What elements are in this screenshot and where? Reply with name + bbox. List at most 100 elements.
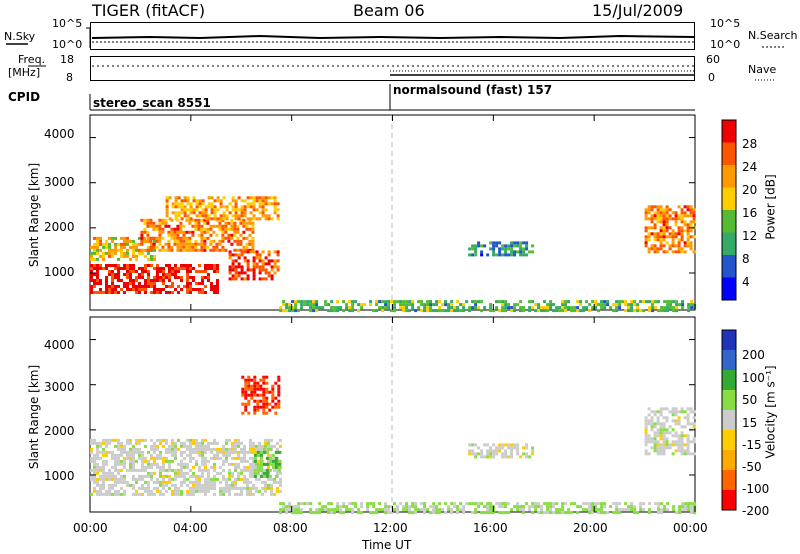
velocity-cell bbox=[186, 492, 189, 496]
velocity-cell bbox=[456, 508, 460, 512]
power-cell bbox=[176, 227, 180, 231]
velocity-cell bbox=[366, 508, 370, 512]
power-cell bbox=[276, 250, 280, 254]
power-cell bbox=[405, 303, 409, 307]
power-cell bbox=[191, 248, 195, 252]
velocity-cell bbox=[435, 508, 439, 512]
power-cell bbox=[252, 217, 256, 221]
power-cell bbox=[498, 250, 502, 254]
power-cell bbox=[146, 218, 150, 222]
velocity-cell bbox=[99, 483, 102, 487]
power-cell bbox=[161, 245, 165, 249]
velocity-cell bbox=[396, 511, 400, 515]
velocity-cell bbox=[144, 474, 147, 478]
velocity-cell bbox=[120, 447, 123, 451]
velocity-cell bbox=[240, 471, 243, 475]
velocity-cell bbox=[180, 468, 183, 472]
velocity-cell bbox=[387, 505, 391, 509]
power-cell bbox=[315, 303, 319, 307]
velocity-cell bbox=[186, 462, 189, 466]
velocity-cell bbox=[114, 468, 117, 472]
velocity-cell bbox=[174, 456, 177, 460]
power-cell bbox=[228, 253, 232, 257]
velocity-cell bbox=[150, 471, 153, 475]
velocity-cell bbox=[656, 434, 660, 438]
velocity-cell bbox=[114, 438, 117, 442]
power-cell bbox=[531, 244, 535, 248]
velocity-cell bbox=[96, 468, 99, 472]
power-cell bbox=[654, 306, 658, 310]
velocity-cell bbox=[234, 483, 237, 487]
power-cell bbox=[555, 306, 559, 310]
velocity-cell bbox=[141, 453, 144, 457]
velocity-cell bbox=[250, 384, 254, 388]
velocity-cell bbox=[204, 459, 207, 463]
velocity-cell bbox=[555, 508, 559, 512]
power-cell bbox=[222, 214, 226, 218]
velocity-cell bbox=[174, 453, 177, 457]
power-cell bbox=[216, 270, 219, 273]
power-cell bbox=[111, 270, 114, 273]
velocity-cell bbox=[189, 453, 192, 457]
velocity-cell bbox=[354, 502, 358, 506]
velocity-cell bbox=[405, 508, 409, 512]
power-cell bbox=[146, 239, 150, 243]
velocity-cell bbox=[102, 468, 105, 472]
velocity-cell bbox=[495, 452, 499, 456]
power-cell bbox=[273, 205, 277, 209]
power-cell bbox=[264, 214, 268, 218]
velocity-cell bbox=[665, 431, 669, 435]
power-cell bbox=[333, 306, 337, 310]
velocity-cell bbox=[662, 431, 666, 435]
velocity-cell bbox=[660, 508, 664, 512]
velocity-cell bbox=[339, 508, 343, 512]
velocity-cell bbox=[183, 450, 186, 454]
velocity-cell bbox=[201, 483, 204, 487]
power-cell bbox=[258, 205, 262, 209]
power-cell bbox=[212, 245, 216, 249]
velocity-cell bbox=[659, 431, 663, 435]
power-cell bbox=[158, 221, 162, 225]
velocity-cell bbox=[96, 477, 99, 481]
velocity-cell bbox=[247, 399, 251, 403]
power-cell bbox=[651, 303, 655, 307]
velocity-cell bbox=[519, 455, 523, 459]
velocity-cell bbox=[259, 450, 263, 454]
power-cell bbox=[248, 227, 252, 231]
velocity-cell bbox=[262, 471, 266, 475]
power-cell bbox=[138, 242, 141, 246]
velocity-cell bbox=[644, 452, 648, 456]
velocity-cell bbox=[644, 434, 648, 438]
velocity-cell bbox=[159, 453, 162, 457]
power-cell bbox=[671, 250, 675, 254]
power-cell bbox=[213, 214, 217, 218]
velocity-cell bbox=[537, 511, 541, 515]
power-cell bbox=[477, 244, 481, 248]
power-cell bbox=[483, 306, 487, 310]
velocity-cell bbox=[644, 449, 648, 453]
power-cell bbox=[183, 208, 187, 212]
velocity-cell bbox=[240, 486, 243, 490]
velocity-cell bbox=[270, 444, 273, 448]
power-cell bbox=[105, 276, 108, 279]
velocity-cell bbox=[253, 384, 257, 388]
power-cell bbox=[537, 303, 541, 307]
power-cell bbox=[144, 270, 147, 273]
power-cell bbox=[672, 309, 676, 313]
power-cell bbox=[498, 253, 502, 257]
velocity-cell bbox=[277, 375, 281, 379]
velocity-cell bbox=[252, 447, 255, 451]
velocity-cell bbox=[671, 440, 675, 444]
power-cell bbox=[264, 202, 268, 206]
power-cell bbox=[189, 202, 193, 206]
power-cell bbox=[594, 300, 598, 304]
power-cell bbox=[216, 199, 220, 203]
velocity-cell bbox=[267, 459, 270, 463]
velocity-cell bbox=[171, 438, 174, 442]
velocity-cell bbox=[253, 399, 257, 403]
power-cell bbox=[480, 244, 484, 248]
power-cell bbox=[576, 309, 580, 313]
power-cell bbox=[489, 309, 493, 313]
power-cell bbox=[495, 241, 499, 245]
power-cell bbox=[242, 245, 246, 249]
